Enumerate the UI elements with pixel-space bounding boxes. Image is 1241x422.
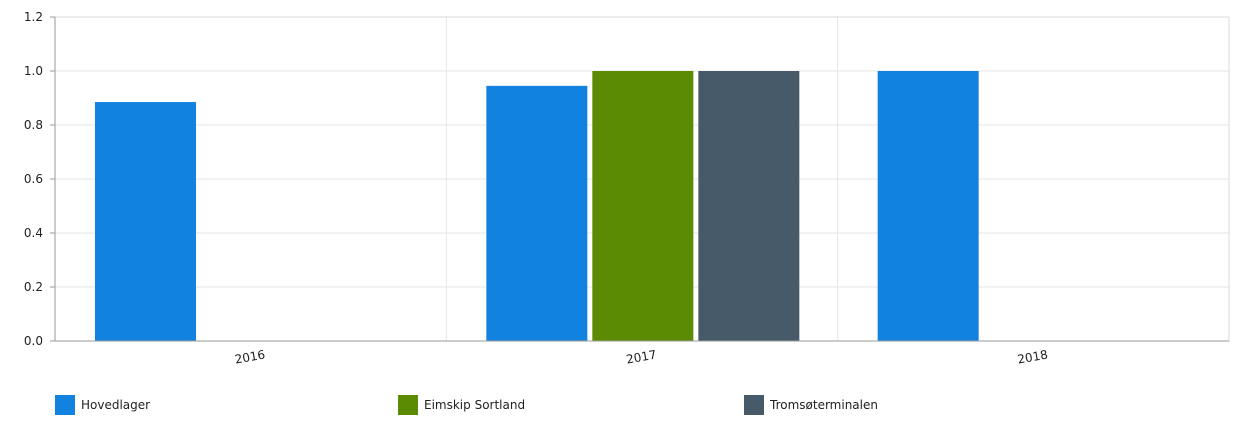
legend-swatch-tromsoterminalen bbox=[744, 395, 764, 415]
legend-item-eimskip-sortland[interactable]: Eimskip Sortland bbox=[398, 395, 525, 415]
bar-chart: 0.0 0.2 0.4 0.6 0.8 1.0 1.2 2016 2017 2018 bbox=[24, 10, 1230, 367]
y-tick-label: 1.2 bbox=[24, 10, 43, 24]
y-tick-label: 0.8 bbox=[24, 118, 43, 132]
legend-item-tromsoterminalen[interactable]: Tromsøterminalen bbox=[744, 395, 878, 415]
legend-swatch-hovedlager bbox=[55, 395, 75, 415]
legend-swatch-eimskip-sortland bbox=[398, 395, 418, 415]
y-axis-ticks: 0.0 0.2 0.4 0.6 0.8 1.0 1.2 bbox=[24, 10, 55, 348]
y-tick-label: 1.0 bbox=[24, 64, 43, 78]
x-tick-label: 2017 bbox=[625, 348, 658, 367]
bar-troms-terminalen-2017[interactable] bbox=[698, 71, 800, 341]
legend-label-hovedlager: Hovedlager bbox=[81, 398, 151, 412]
y-tick-label: 0.4 bbox=[24, 226, 43, 240]
y-tick-label: 0.0 bbox=[24, 334, 43, 348]
y-tick-label: 0.6 bbox=[24, 172, 43, 186]
bar-hovedlager-2017[interactable] bbox=[486, 85, 588, 341]
x-axis-ticks: 2016 2017 2018 bbox=[234, 348, 1049, 367]
bar-hovedlager-2016[interactable] bbox=[95, 102, 196, 341]
legend-label-tromsoterminalen: Tromsøterminalen bbox=[770, 398, 878, 412]
legend-item-hovedlager[interactable]: Hovedlager bbox=[55, 395, 150, 415]
bar-eimskip-sortland-2017[interactable] bbox=[592, 71, 694, 341]
bars bbox=[95, 71, 979, 341]
y-tick-label: 0.2 bbox=[24, 280, 43, 294]
x-tick-label: 2018 bbox=[1016, 348, 1049, 367]
x-tick-label: 2016 bbox=[234, 348, 267, 367]
bar-hovedlager-2018[interactable] bbox=[877, 71, 979, 341]
legend: Hovedlager Eimskip Sortland Tromsøtermin… bbox=[0, 395, 1241, 419]
legend-label-eimskip-sortland: Eimskip Sortland bbox=[424, 398, 526, 412]
